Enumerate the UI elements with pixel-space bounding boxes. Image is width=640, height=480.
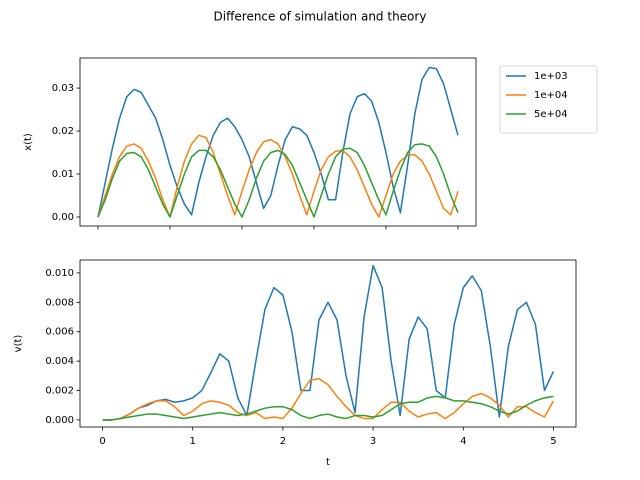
legend-box — [499, 65, 598, 134]
figure-title: Difference of simulation and theory — [214, 10, 427, 24]
y-axis-label: v(t) — [13, 335, 24, 353]
axes-frame — [79, 57, 477, 227]
y-tick-label: 0.000 — [45, 415, 74, 426]
x-tick-label: 3 — [370, 436, 376, 447]
y-tick-label: 0.002 — [45, 386, 74, 397]
data-line — [102, 264, 555, 421]
x-tick-label: 0 — [99, 436, 105, 447]
data-line — [102, 378, 555, 421]
data-line — [102, 395, 554, 421]
y-tick-label: 0.03 — [52, 83, 74, 94]
y-axis-label: x(t) — [23, 133, 34, 151]
y-tick-label: 0.004 — [45, 356, 74, 367]
y-tick-label: 0.008 — [45, 297, 74, 308]
axes-frame — [79, 259, 577, 428]
y-tick-label: 0.006 — [45, 327, 74, 338]
y-tick-label: 0.01 — [52, 169, 74, 180]
y-tick-label: 0.010 — [45, 268, 74, 279]
x-tick-label: 5 — [550, 436, 556, 447]
legend-label: 5e+04 — [534, 109, 568, 120]
y-tick-label: 0.02 — [52, 126, 74, 137]
x-tick-label: 2 — [280, 436, 286, 447]
y-tick-label: 0.00 — [52, 212, 74, 223]
x-tick-label: 4 — [460, 436, 466, 447]
data-line — [97, 134, 459, 218]
legend-label: 1e+04 — [534, 90, 568, 101]
data-line — [97, 66, 459, 218]
data-line — [97, 143, 459, 218]
legend-label: 1e+03 — [534, 71, 568, 82]
x-tick-label: 1 — [190, 436, 196, 447]
x-axis-label: t — [326, 457, 330, 468]
